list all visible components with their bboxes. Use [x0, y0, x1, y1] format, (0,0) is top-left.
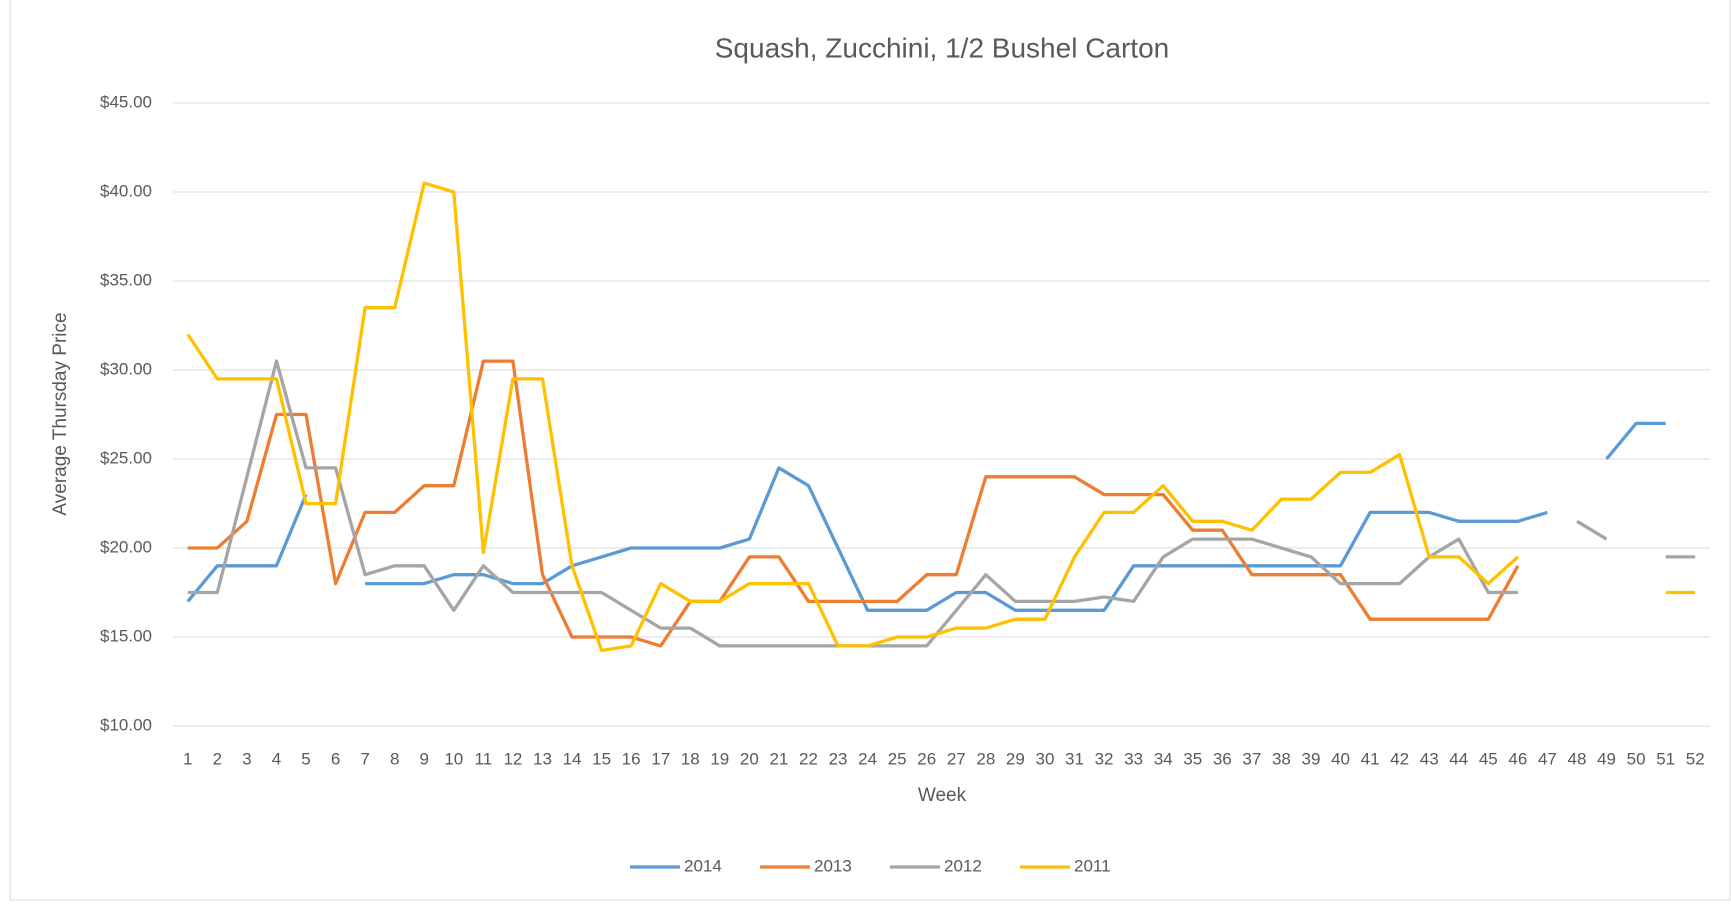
- y-axis-title: Average Thursday Price: [50, 312, 71, 515]
- x-tick-label: 39: [1302, 749, 1321, 768]
- x-tick-label: 26: [917, 749, 936, 768]
- x-tick-label: 50: [1627, 749, 1646, 768]
- x-tick-label: 8: [390, 749, 399, 768]
- chart-border: [9, 0, 1731, 901]
- x-tick-label: 4: [272, 749, 281, 768]
- x-tick-label: 42: [1390, 749, 1409, 768]
- x-tick-label: 2: [213, 749, 222, 768]
- x-tick-label: 17: [651, 749, 670, 768]
- x-tick-label: 5: [301, 749, 310, 768]
- x-tick-label: 16: [622, 749, 641, 768]
- x-tick-label: 52: [1686, 749, 1705, 768]
- y-tick-label: $35.00: [100, 270, 152, 289]
- x-tick-label: 40: [1331, 749, 1350, 768]
- x-tick-label: 20: [740, 749, 759, 768]
- x-tick-label: 31: [1065, 749, 1084, 768]
- legend-label: 2011: [1074, 856, 1111, 875]
- series-line: [186, 421, 1666, 612]
- x-tick-label: 48: [1568, 749, 1587, 768]
- x-tick-label: 28: [976, 749, 995, 768]
- x-tick-label: 10: [444, 749, 463, 768]
- x-tick-label: 21: [769, 749, 788, 768]
- x-tick-label: 33: [1124, 749, 1143, 768]
- x-tick-label: 1: [183, 749, 192, 768]
- chart-title: Squash, Zucchini, 1/2 Bushel Carton: [715, 32, 1169, 63]
- x-tick-label: 25: [888, 749, 907, 768]
- x-tick-label: 3: [242, 749, 251, 768]
- x-tick-label: 15: [592, 749, 611, 768]
- x-tick-label: 23: [829, 749, 848, 768]
- y-tick-label: $25.00: [100, 448, 152, 467]
- legend-label: 2014: [684, 856, 722, 875]
- x-tick-label: 24: [858, 749, 877, 768]
- y-tick-label: $20.00: [100, 537, 152, 556]
- x-tick-label: 13: [533, 749, 552, 768]
- x-tick-label: 29: [1006, 749, 1025, 768]
- series-line: [187, 359, 1520, 648]
- x-tick-label: 7: [360, 749, 369, 768]
- x-tick-label: 6: [331, 749, 340, 768]
- x-axis-title: Week: [918, 785, 967, 806]
- series-line: [186, 181, 1696, 653]
- x-tick-label: 32: [1095, 749, 1114, 768]
- x-tick-label: 12: [503, 749, 522, 768]
- x-tick-label: 49: [1597, 749, 1616, 768]
- x-tick-label: 47: [1538, 749, 1557, 768]
- x-tick-label: 36: [1213, 749, 1232, 768]
- legend-label: 2012: [944, 856, 982, 875]
- x-tick-label: 43: [1420, 749, 1439, 768]
- x-tick-label: 37: [1242, 749, 1261, 768]
- x-tick-label: 9: [420, 749, 429, 768]
- y-tick-label: $15.00: [100, 626, 152, 645]
- y-tick-label: $40.00: [100, 181, 152, 200]
- x-tick-label: 41: [1361, 749, 1380, 768]
- x-tick-label: 51: [1656, 749, 1675, 768]
- x-tick-label: 35: [1183, 749, 1202, 768]
- x-tick-label: 22: [799, 749, 818, 768]
- y-tick-label: $30.00: [100, 359, 152, 378]
- x-tick-label: 19: [710, 749, 729, 768]
- legend-label: 2013: [814, 856, 852, 875]
- x-tick-label: 14: [563, 749, 582, 768]
- x-tick-label: 44: [1449, 749, 1468, 768]
- x-tick-label: 46: [1508, 749, 1527, 768]
- x-tick-label: 18: [681, 749, 700, 768]
- x-tick-label: 11: [475, 749, 493, 768]
- x-tick-label: 30: [1035, 749, 1054, 768]
- x-tick-label: 34: [1154, 749, 1173, 768]
- x-tick-label: 45: [1479, 749, 1498, 768]
- y-tick-label: $45.00: [100, 92, 152, 111]
- x-tick-label: 38: [1272, 749, 1291, 768]
- y-tick-label: $10.00: [100, 715, 152, 734]
- x-tick-label: 27: [947, 749, 966, 768]
